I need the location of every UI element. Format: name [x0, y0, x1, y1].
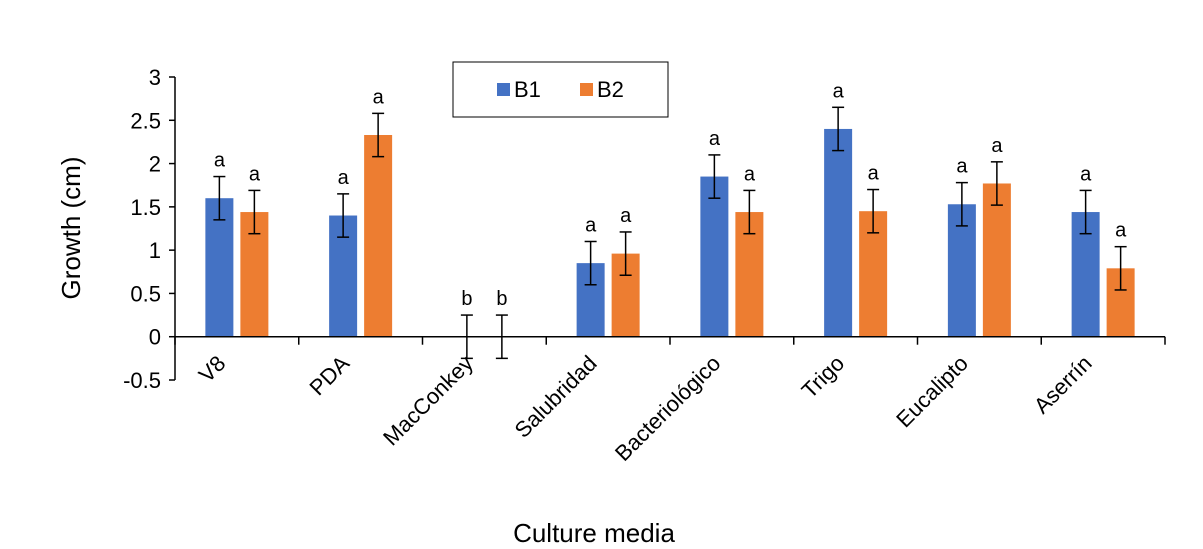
x-tick-label: MacConkey [378, 351, 478, 451]
x-tick-label: Eucalipto [891, 351, 973, 433]
significance-letter: a [585, 214, 597, 236]
significance-letter: a [744, 163, 756, 185]
significance-letter: a [1115, 220, 1127, 242]
bar-b2 [982, 183, 1011, 337]
legend-label-b2: B2 [597, 77, 624, 102]
legend-swatch-b2 [580, 83, 593, 96]
x-tick-label: PDA [304, 350, 354, 400]
error-bars-layer [213, 106, 1127, 360]
significance-letter: a [338, 167, 350, 189]
bar-b1 [205, 198, 234, 337]
letters-layer: a a b a a a a a a a b a a a a a [214, 80, 1127, 310]
legend-frame [452, 61, 669, 118]
axes-layer [174, 77, 1165, 380]
bar-b2 [364, 135, 393, 337]
y-tick-label: 0 [149, 325, 161, 350]
significance-letter: b [461, 288, 472, 310]
y-tick-label: 2 [149, 152, 161, 177]
significance-letter: a [868, 163, 880, 185]
y-tick-label: -0.5 [123, 368, 161, 393]
legend: B1 B2 [452, 61, 669, 118]
bar-b1 [824, 128, 853, 337]
x-tick-label: Aserrín [1029, 351, 1097, 419]
significance-letter: a [620, 205, 632, 227]
bars-layer [205, 128, 1135, 337]
significance-letter: a [709, 128, 721, 150]
bar-b1 [700, 176, 729, 337]
x-axis-title: Culture media [513, 518, 675, 548]
x-tick-label: Salubridad [510, 351, 602, 443]
y-tick-label: 3 [149, 65, 161, 90]
significance-letter: a [833, 80, 845, 102]
significance-letter: a [956, 156, 968, 178]
y-tick-label: 2.5 [130, 108, 161, 133]
legend-swatch-b1 [497, 83, 510, 96]
legend-label-b1: B1 [514, 77, 541, 102]
y-tick-label: 0.5 [130, 281, 161, 306]
x-ticks-layer: V8 PDA MacConkey Salubridad Bacteriológico Tr… [174, 336, 1166, 466]
y-ticks-layer: 3 2.5 2 1.5 1 0.5 0 -0.5 [123, 65, 175, 393]
significance-letter: a [1080, 163, 1092, 185]
significance-letter: a [991, 135, 1003, 157]
significance-letter: a [373, 86, 385, 108]
x-tick-label: Bacteriológico [610, 351, 725, 466]
significance-letter: a [249, 163, 261, 185]
y-tick-label: 1.5 [130, 195, 161, 220]
significance-letter: a [214, 150, 226, 172]
x-tick-label: V8 [194, 351, 231, 388]
significance-letter: b [496, 288, 507, 310]
x-tick-label: Trigo [797, 351, 850, 404]
y-tick-label: 1 [149, 238, 161, 263]
y-axis-title: Growth (cm) [56, 157, 86, 300]
